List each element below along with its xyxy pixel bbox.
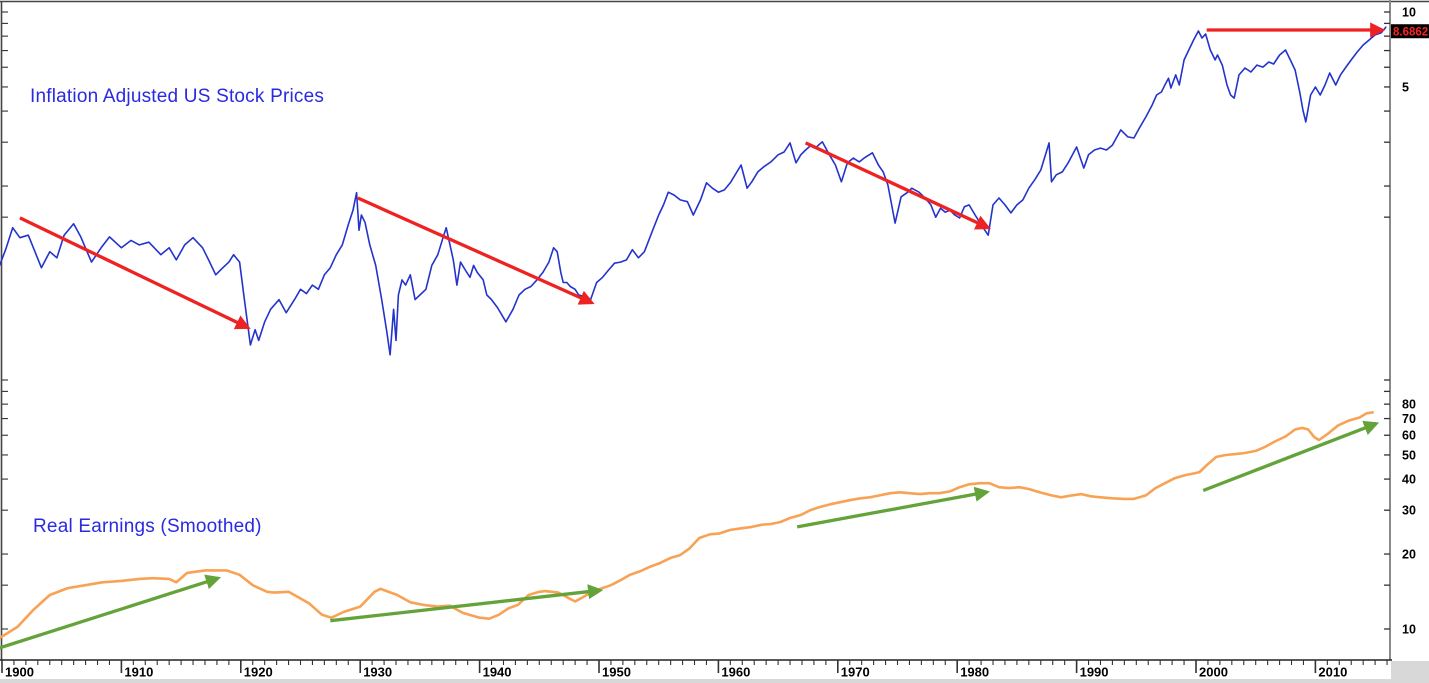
x-axis-year-label: 1920 [244,665,273,680]
x-axis-year-label: 1950 [602,665,631,680]
y-axis-label-prices: 5 [1402,80,1409,94]
y-axis-label-earnings: 30 [1402,504,1416,518]
y-axis-label-earnings: 10 [1402,623,1416,637]
x-axis-year-label: 1910 [124,665,153,680]
x-axis-year-label: 1990 [1080,665,1109,680]
x-axis-year-label: 1940 [483,665,512,680]
x-axis-year-label: 1930 [363,665,392,680]
top-series-title: Inflation Adjusted US Stock Prices [30,86,325,107]
uptrend-arrow-1 [0,574,221,650]
prices-series-line [0,26,1387,356]
footer-strips [0,661,1429,683]
uptrend-arrow-2 [330,584,604,623]
x-axis-year-label: 1970 [841,665,870,680]
x-axis-year-label: 2010 [1318,665,1347,680]
last-price-value: 8.6862 [1393,27,1428,39]
x-axis-year-label: 2000 [1199,665,1228,680]
x-axis-year-label: 1960 [721,665,750,680]
downtrend-arrow-3 [804,141,991,230]
bottom-series-title: Real Earnings (Smoothed) [33,516,262,537]
x-axis-ticks-and-labels: 1900 1910 1920 1930 1940 1950 1960 1970 1980 1990… [1,660,1388,680]
downtrend-arrow-1 [19,216,251,330]
y-axis-label-earnings: 50 [1402,448,1416,462]
y-axis-label-prices: 10 [1402,6,1416,20]
y-axis-label-earnings: 20 [1402,548,1416,562]
downtrend-arrow-2 [357,196,595,305]
last-price-tag: 8.6862 [1391,24,1429,39]
uptrend-arrow-3 [796,486,990,529]
y-axis-label-earnings: 40 [1402,473,1416,487]
y-axis-label-earnings: 80 [1402,398,1416,412]
y-axis-label-earnings: 70 [1402,412,1416,426]
earnings-series-line [0,411,1374,640]
x-axis-year-label: 1900 [5,665,34,680]
y-axis-label-earnings: 60 [1402,429,1416,443]
y-axis-ticks-prices: 10 5 [2,6,1416,218]
x-axis-year-label: 1980 [960,665,989,680]
uptrend-arrow-4 [1202,420,1380,493]
